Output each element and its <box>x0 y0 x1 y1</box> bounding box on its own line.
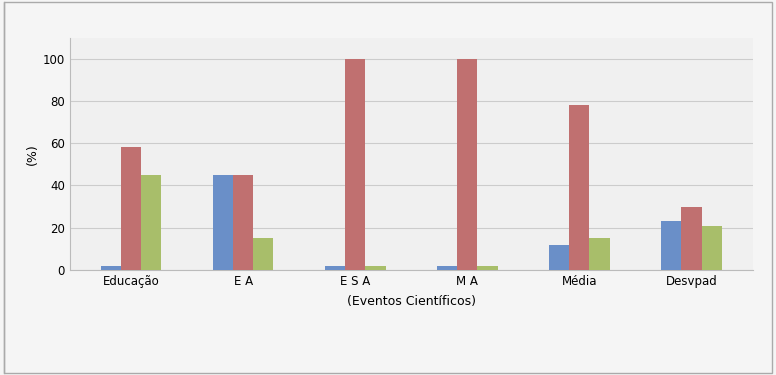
Bar <box>437 266 457 270</box>
Bar <box>233 175 253 270</box>
Bar <box>101 266 121 270</box>
Bar <box>549 244 570 270</box>
Bar <box>457 58 477 270</box>
Bar <box>141 175 161 270</box>
Bar <box>590 238 610 270</box>
X-axis label: (Eventos Científicos): (Eventos Científicos) <box>347 295 476 308</box>
Bar <box>681 207 702 270</box>
Bar <box>253 238 273 270</box>
Bar <box>325 266 345 270</box>
Y-axis label: (%): (%) <box>26 143 39 165</box>
Bar <box>702 226 722 270</box>
Bar <box>121 147 141 270</box>
Bar <box>477 266 497 270</box>
Bar <box>213 175 233 270</box>
Bar <box>661 221 681 270</box>
Bar <box>345 58 365 270</box>
Bar <box>365 266 386 270</box>
Bar <box>570 105 590 270</box>
